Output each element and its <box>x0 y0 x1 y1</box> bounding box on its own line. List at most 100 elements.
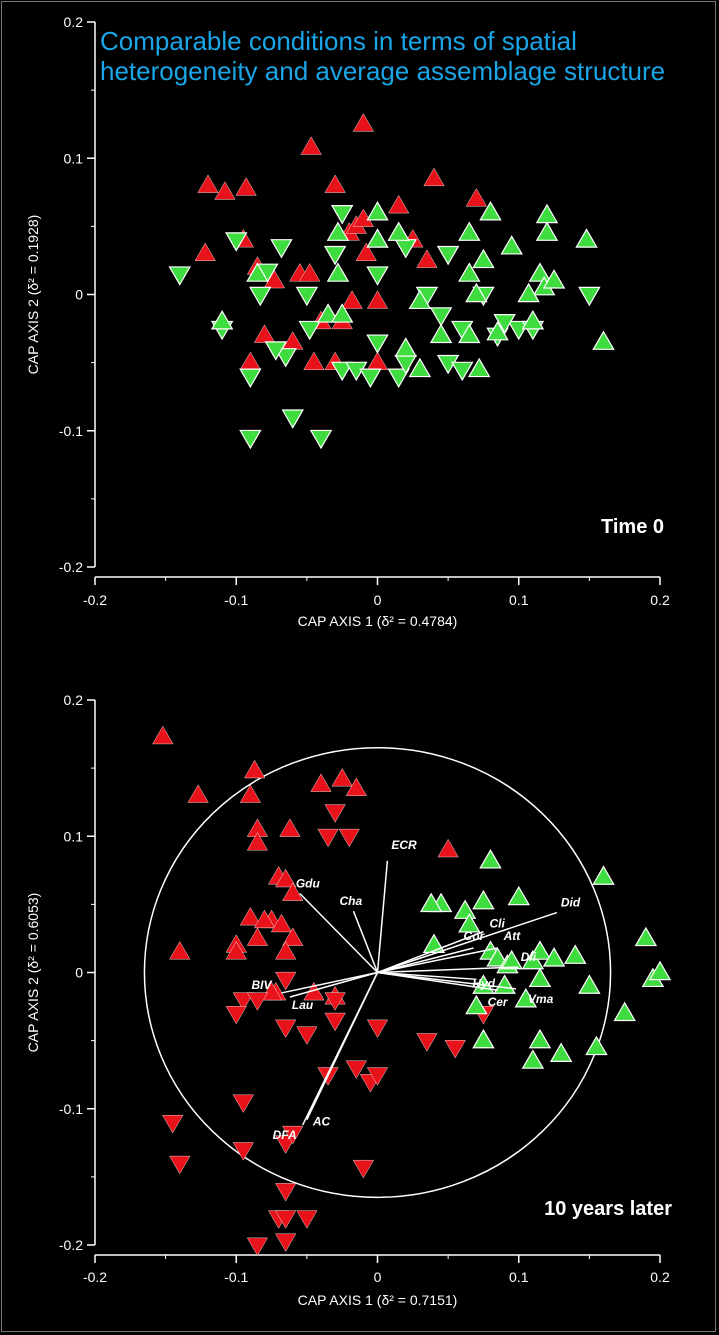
data-point <box>338 828 360 848</box>
data-point <box>225 941 247 960</box>
data-point <box>331 768 353 787</box>
data-point <box>253 909 276 929</box>
data-point <box>345 777 367 796</box>
data-point <box>634 926 658 947</box>
x-axis-label: CAP AXIS 1 (δ² = 0.4784) <box>298 613 458 629</box>
panel-10-years-later: -0.2 -0.1 0 0.1 0.2 -0.2 -0.1 0 0.1 0.2 CAP AXIS 1… <box>25 692 672 1308</box>
data-point <box>592 330 615 350</box>
data-point <box>542 947 566 967</box>
data-point <box>493 314 516 334</box>
vector-line <box>377 971 517 990</box>
data-point <box>528 262 552 282</box>
y-tick-label: 0 <box>75 965 83 981</box>
vector-line <box>377 971 477 981</box>
data-point <box>578 286 601 307</box>
data-point <box>225 232 248 252</box>
data-point <box>500 949 523 970</box>
y-tick-label: -0.2 <box>59 1237 83 1253</box>
data-point <box>472 1028 495 1049</box>
data-point <box>521 310 545 330</box>
data-point <box>613 1001 636 1022</box>
data-point <box>298 320 321 341</box>
data-point <box>345 1060 367 1079</box>
data-point <box>246 1237 268 1256</box>
data-point <box>239 784 261 803</box>
data-point <box>330 205 354 225</box>
x-tick-label: 0 <box>374 592 382 608</box>
data-point <box>359 368 382 388</box>
y-tick-label: -0.1 <box>59 1101 83 1117</box>
data-point <box>264 341 288 361</box>
data-point <box>303 351 325 370</box>
data-point <box>444 1040 466 1059</box>
vector-line <box>377 966 519 974</box>
data-point <box>437 838 459 858</box>
data-point <box>486 320 509 341</box>
y-tick-label: 0.2 <box>64 692 84 708</box>
vector-line <box>289 971 378 998</box>
data-point <box>275 941 297 960</box>
data-point <box>436 245 460 266</box>
data-point <box>296 1210 318 1229</box>
data-point <box>486 947 509 967</box>
data-point <box>323 245 347 266</box>
data-point <box>270 913 292 933</box>
y-axis-label: CAP AXIS 2 (δ² = 0.6053) <box>25 893 41 1053</box>
data-point <box>168 266 191 286</box>
data-point <box>366 201 389 221</box>
vector-label: Cha <box>339 894 362 908</box>
data-point <box>366 266 389 286</box>
data-point <box>296 1026 318 1045</box>
data-point <box>282 1125 304 1145</box>
x-tick-label: -0.2 <box>83 592 107 608</box>
data-point <box>187 784 209 803</box>
data-point <box>592 865 615 885</box>
series-red-triangle-down <box>162 804 494 1256</box>
data-point <box>244 759 266 779</box>
data-point <box>467 357 491 378</box>
y-tick-label: 0 <box>75 287 83 303</box>
data-point <box>225 1006 247 1025</box>
data-point <box>324 1012 346 1032</box>
vector-label: BIV <box>251 978 272 992</box>
panel-label: 10 years later <box>544 1198 672 1220</box>
data-point <box>419 892 443 913</box>
data-point <box>564 944 587 964</box>
data-point <box>465 188 487 207</box>
data-point <box>275 868 297 888</box>
x-tick-label: -0.1 <box>224 1269 248 1285</box>
correlation-circle <box>143 746 612 1199</box>
y-tick-label: -0.1 <box>59 423 83 439</box>
series-green-triangle-up <box>419 849 672 1069</box>
x-tick-label: 0.2 <box>650 592 670 608</box>
vector-line <box>377 911 558 974</box>
vector-label: AC <box>312 1115 331 1129</box>
data-point <box>194 242 216 261</box>
data-point <box>408 289 432 310</box>
x-tick-label: 0.1 <box>509 592 529 608</box>
data-point <box>282 927 304 946</box>
data-point <box>528 940 552 960</box>
vector-line <box>377 947 474 974</box>
y-tick-label: 0.2 <box>64 14 84 30</box>
x-tick-label: 0 <box>374 1269 382 1285</box>
data-point <box>326 221 350 241</box>
y-axis-label: CAP AXIS 2 (δ² = 0.1928) <box>25 215 41 375</box>
data-point <box>275 1233 297 1252</box>
panel-time-0: -0.2 -0.1 0 0.1 0.2 -0.2 -0.1 0 0.1 0.2 CAP AXIS 1… <box>25 14 670 629</box>
vector-line <box>352 910 379 973</box>
data-point <box>453 899 477 919</box>
y-tick-label: 0.1 <box>64 150 84 166</box>
data-point <box>528 1028 552 1049</box>
vector-label: Cer <box>488 995 509 1009</box>
data-point <box>648 960 672 981</box>
vector-label: Vma <box>528 992 554 1006</box>
data-point <box>341 290 363 309</box>
data-point <box>324 174 346 193</box>
data-point <box>317 828 339 848</box>
data-point <box>429 307 453 327</box>
data-point <box>326 262 350 282</box>
data-point <box>239 907 261 926</box>
data-point <box>423 167 445 187</box>
